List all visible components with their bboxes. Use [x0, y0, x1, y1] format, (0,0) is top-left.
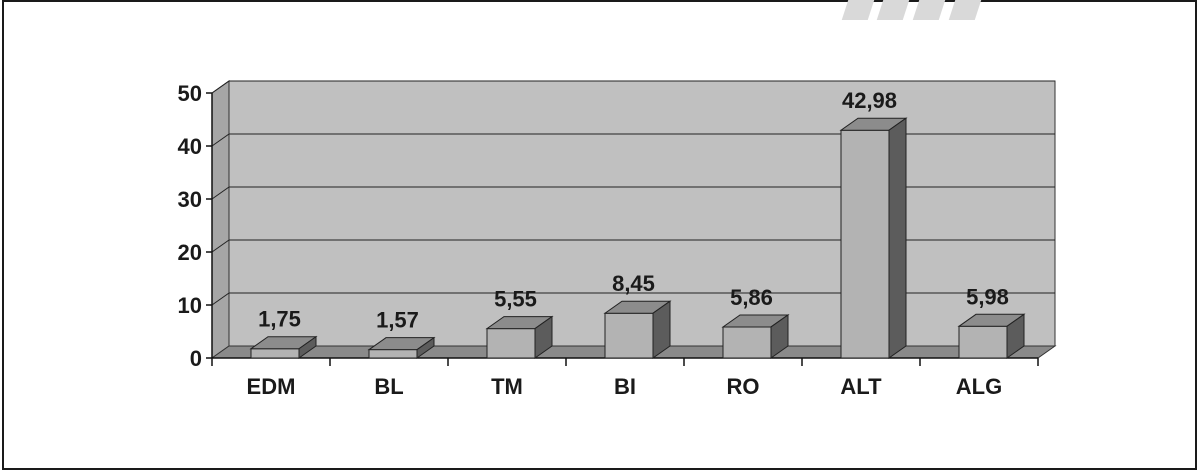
bar-front — [958, 325, 1008, 359]
y-axis-ticks: 0 10 20 30 40 50 — [178, 81, 212, 371]
bar-front — [368, 349, 418, 359]
chart-gridlines — [211, 80, 1055, 306]
x-tick-label: ALG — [956, 374, 1002, 399]
bar-front — [486, 328, 536, 359]
data-label: 5,86 — [730, 285, 773, 310]
y-tick-label: 50 — [178, 81, 202, 106]
bar — [485, 315, 554, 359]
bar-side — [1006, 313, 1025, 359]
x-tick-label: ALT — [840, 374, 882, 399]
data-label: 42,98 — [842, 88, 897, 113]
bar-side — [770, 313, 789, 359]
gridline-diagonal — [211, 292, 230, 306]
bar — [721, 313, 790, 359]
data-label: 1,75 — [258, 307, 301, 332]
gridline-diagonal — [211, 186, 230, 200]
data-label: 8,45 — [612, 271, 655, 296]
bar-side — [298, 335, 317, 359]
data-labels: 1,75 1,57 5,55 8,45 5,86 42,98 5,98 — [258, 88, 1009, 332]
bar-front — [722, 326, 772, 359]
bar — [839, 117, 908, 359]
gridline-diagonal — [211, 133, 230, 147]
data-label: 1,57 — [376, 308, 419, 333]
bar — [603, 300, 672, 359]
y-tick-label: 0 — [190, 346, 202, 371]
x-tick-label: TM — [491, 374, 523, 399]
bar-side — [416, 336, 435, 359]
bar — [249, 335, 318, 359]
bar-front — [840, 129, 890, 359]
y-tick-label: 40 — [178, 134, 202, 159]
bar-front — [604, 312, 654, 359]
y-tick-label: 30 — [178, 187, 202, 212]
bar-side — [652, 300, 671, 359]
bar — [957, 313, 1026, 359]
data-label: 5,98 — [966, 284, 1009, 309]
y-tick-label: 20 — [178, 240, 202, 265]
gridline-diagonal — [211, 80, 230, 94]
x-tick-label: BL — [374, 374, 403, 399]
gridline-diagonal — [211, 239, 230, 253]
bar — [367, 336, 436, 359]
x-tick-label: EDM — [247, 374, 296, 399]
y-tick-label: 10 — [178, 293, 202, 318]
side-wall — [211, 80, 230, 359]
bar-chart: 0 10 20 30 40 50 1,75 1,57 5,55 8,45 5,86 42,98 5,9… — [178, 80, 1057, 399]
x-tick-label: BI — [614, 374, 636, 399]
x-tick-label: RO — [727, 374, 760, 399]
chart-bars — [249, 117, 1026, 359]
bar-side — [888, 117, 907, 359]
x-axis-ticks: EDM BL TM BI RO ALT ALG — [211, 358, 1039, 399]
bar-side — [534, 315, 553, 359]
bar-front — [250, 348, 300, 359]
data-label: 5,55 — [494, 287, 537, 312]
